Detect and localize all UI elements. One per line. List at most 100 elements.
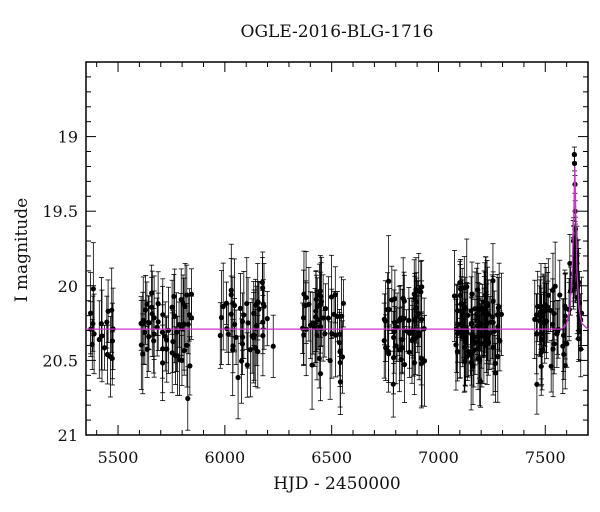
data-point (244, 300, 250, 307)
data-point (99, 333, 105, 339)
data-point (138, 320, 144, 327)
data-point (316, 355, 322, 361)
data-point (384, 307, 391, 313)
data-point (475, 287, 481, 293)
data-point (303, 294, 309, 301)
data-point (218, 314, 225, 321)
data-point (545, 292, 551, 298)
data-point (418, 289, 424, 295)
data-point (173, 329, 180, 335)
data-point (547, 307, 553, 313)
data-point (481, 299, 488, 305)
data-point (383, 345, 389, 351)
data-point (163, 337, 170, 343)
data-point (339, 313, 345, 319)
data-point (247, 347, 254, 353)
data-point (478, 378, 484, 385)
data-point (89, 341, 95, 348)
chart-title: OGLE-2016-BLG-1716 (240, 22, 434, 42)
data-point (407, 330, 413, 337)
data-point (109, 338, 115, 344)
data-point (313, 314, 319, 320)
data-point (421, 358, 428, 364)
data-point (245, 320, 251, 326)
data-point (142, 329, 148, 335)
data-point (571, 160, 578, 167)
data-point (538, 363, 544, 370)
data-point (411, 291, 417, 297)
data-point (109, 307, 115, 313)
data-point (390, 381, 396, 387)
data-point (230, 347, 236, 353)
data-point (563, 305, 569, 312)
y-tick-label: 20 (58, 277, 78, 296)
data-point (391, 334, 397, 341)
data-point (187, 363, 193, 369)
data-point (494, 312, 500, 318)
data-point (561, 351, 567, 357)
data-point (381, 316, 388, 322)
data-point (461, 344, 467, 350)
data-point (217, 332, 223, 339)
data-point (244, 362, 250, 368)
data-point (462, 305, 468, 311)
data-point (560, 343, 566, 349)
data-point (239, 341, 246, 347)
data-point (107, 354, 113, 360)
y-tick-label: 19 (58, 128, 78, 147)
data-point (454, 308, 461, 314)
data-point (478, 331, 485, 338)
data-point (495, 354, 501, 360)
data-point (155, 301, 161, 307)
data-point (469, 331, 475, 337)
data-point (567, 260, 573, 267)
data-point (533, 312, 540, 318)
data-point (91, 331, 97, 337)
data-point (185, 395, 191, 402)
data-point (238, 358, 245, 364)
data-point (534, 381, 540, 387)
data-point (334, 313, 341, 320)
y-tick-label: 19.5 (42, 202, 78, 221)
data-point (490, 319, 496, 326)
data-point (260, 285, 266, 291)
data-point (485, 333, 491, 339)
data-point (151, 338, 157, 344)
data-point (180, 300, 186, 306)
data-point (188, 291, 195, 297)
data-point (386, 278, 392, 284)
data-point (186, 312, 192, 318)
x-tick-label: 6500 (311, 448, 352, 467)
data-point (532, 316, 538, 322)
data-point (90, 286, 96, 292)
data-point (409, 338, 415, 344)
data-point (328, 294, 335, 300)
data-point (537, 309, 543, 315)
data-point (264, 316, 270, 322)
data-point (90, 321, 96, 327)
data-point (160, 360, 166, 366)
data-point (235, 374, 241, 381)
data-point (172, 353, 179, 359)
data-point (260, 301, 266, 307)
x-tick-label: 5500 (98, 448, 139, 467)
data-point (495, 305, 501, 311)
data-point (104, 319, 110, 325)
data-point (314, 304, 320, 310)
data-point (542, 320, 548, 326)
data-point (306, 301, 312, 307)
data-point (400, 295, 406, 301)
data-point (270, 343, 276, 349)
data-point (469, 291, 475, 297)
data-point (231, 321, 238, 327)
data-point (578, 346, 584, 352)
data-point (451, 293, 458, 299)
data-point (256, 306, 262, 312)
data-point (413, 305, 419, 311)
data-point (340, 300, 347, 306)
data-point (465, 312, 471, 318)
axis-ticks (86, 61, 589, 436)
data-point (332, 332, 339, 338)
x-tick-labels: 5500 6000 6500 7000 7500 (98, 448, 566, 467)
